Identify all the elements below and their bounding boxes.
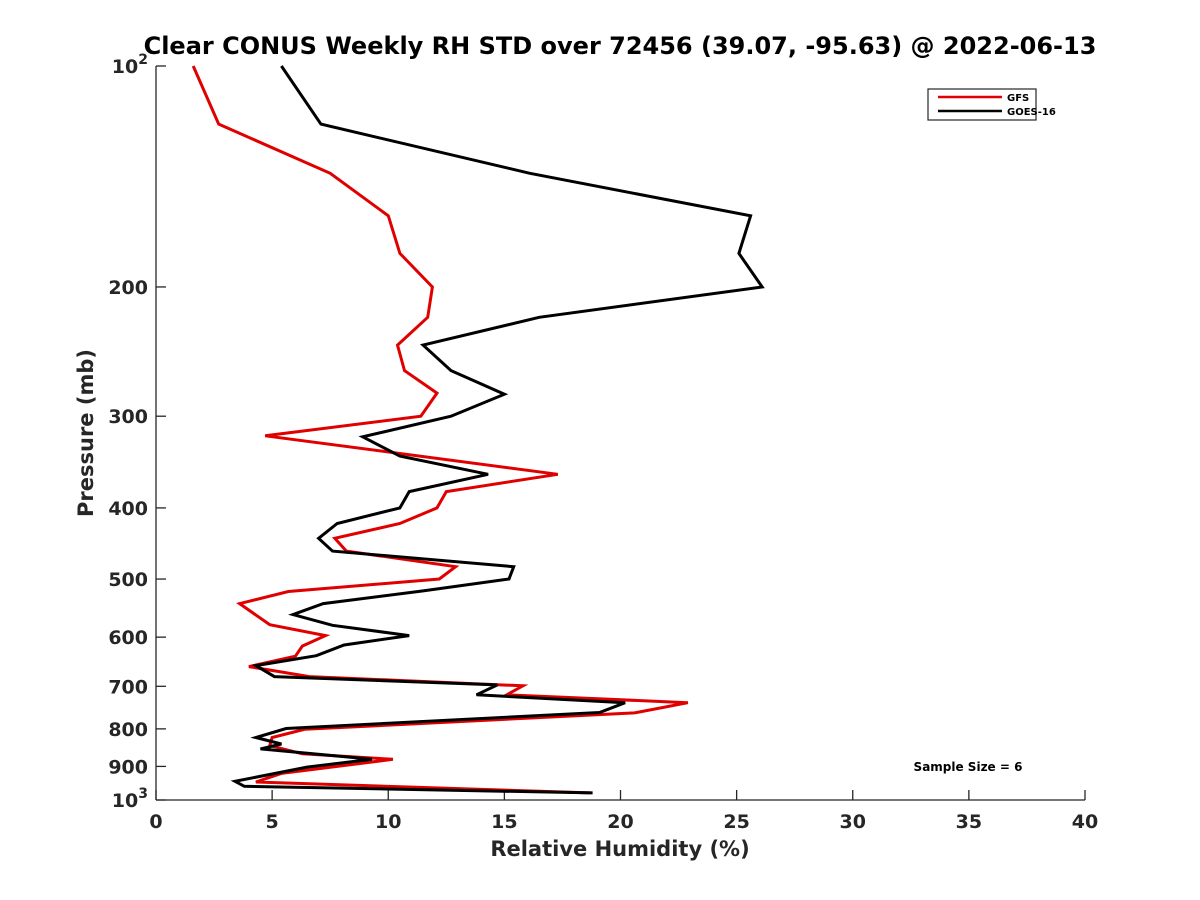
y-tick-label: 600 xyxy=(108,627,148,649)
x-axis-label: Relative Humidity (%) xyxy=(490,837,749,861)
x-tick-label: 25 xyxy=(723,811,749,833)
y-tick-label: 300 xyxy=(108,406,148,428)
x-tick-label: 40 xyxy=(1072,811,1098,833)
x-tick-label: 5 xyxy=(266,811,279,833)
series-line-goes16 xyxy=(230,65,765,795)
legend-box xyxy=(927,88,1037,121)
legend-label-goes16: GOES-16 xyxy=(1007,107,1056,118)
y-tick-label: 800 xyxy=(108,719,148,741)
y-axis-label: Pressure (mb) xyxy=(74,349,98,517)
legend: GFS GOES-16 xyxy=(927,88,1056,121)
x-tick-label: 30 xyxy=(840,811,866,833)
legend-label-gfs: GFS xyxy=(1007,93,1029,104)
series-group xyxy=(191,65,765,795)
y-tick-label: 400 xyxy=(108,498,148,520)
y-tick-label: 900 xyxy=(108,756,148,778)
series-line-gfs xyxy=(191,65,689,795)
axes: 0 5 10 15 20 25 30 35 40 102 200 300 400 500 600 700 800… xyxy=(108,52,1098,833)
x-tick-label: 10 xyxy=(375,811,401,833)
x-tick-label: 20 xyxy=(607,811,633,833)
y-tick-label: 102 xyxy=(112,52,148,78)
y-tick-label: 103 xyxy=(112,786,148,812)
chart-title: Clear CONUS Weekly RH STD over 72456 (39… xyxy=(144,32,1097,60)
y-tick-label: 500 xyxy=(108,569,148,591)
x-tick-label: 15 xyxy=(491,811,517,833)
y-tick-label: 700 xyxy=(108,676,148,698)
y-tick-label: 200 xyxy=(108,277,148,299)
x-tick-label: 0 xyxy=(149,811,162,833)
x-tick-label: 35 xyxy=(956,811,982,833)
sample-size-annotation: Sample Size = 6 xyxy=(914,760,1023,774)
